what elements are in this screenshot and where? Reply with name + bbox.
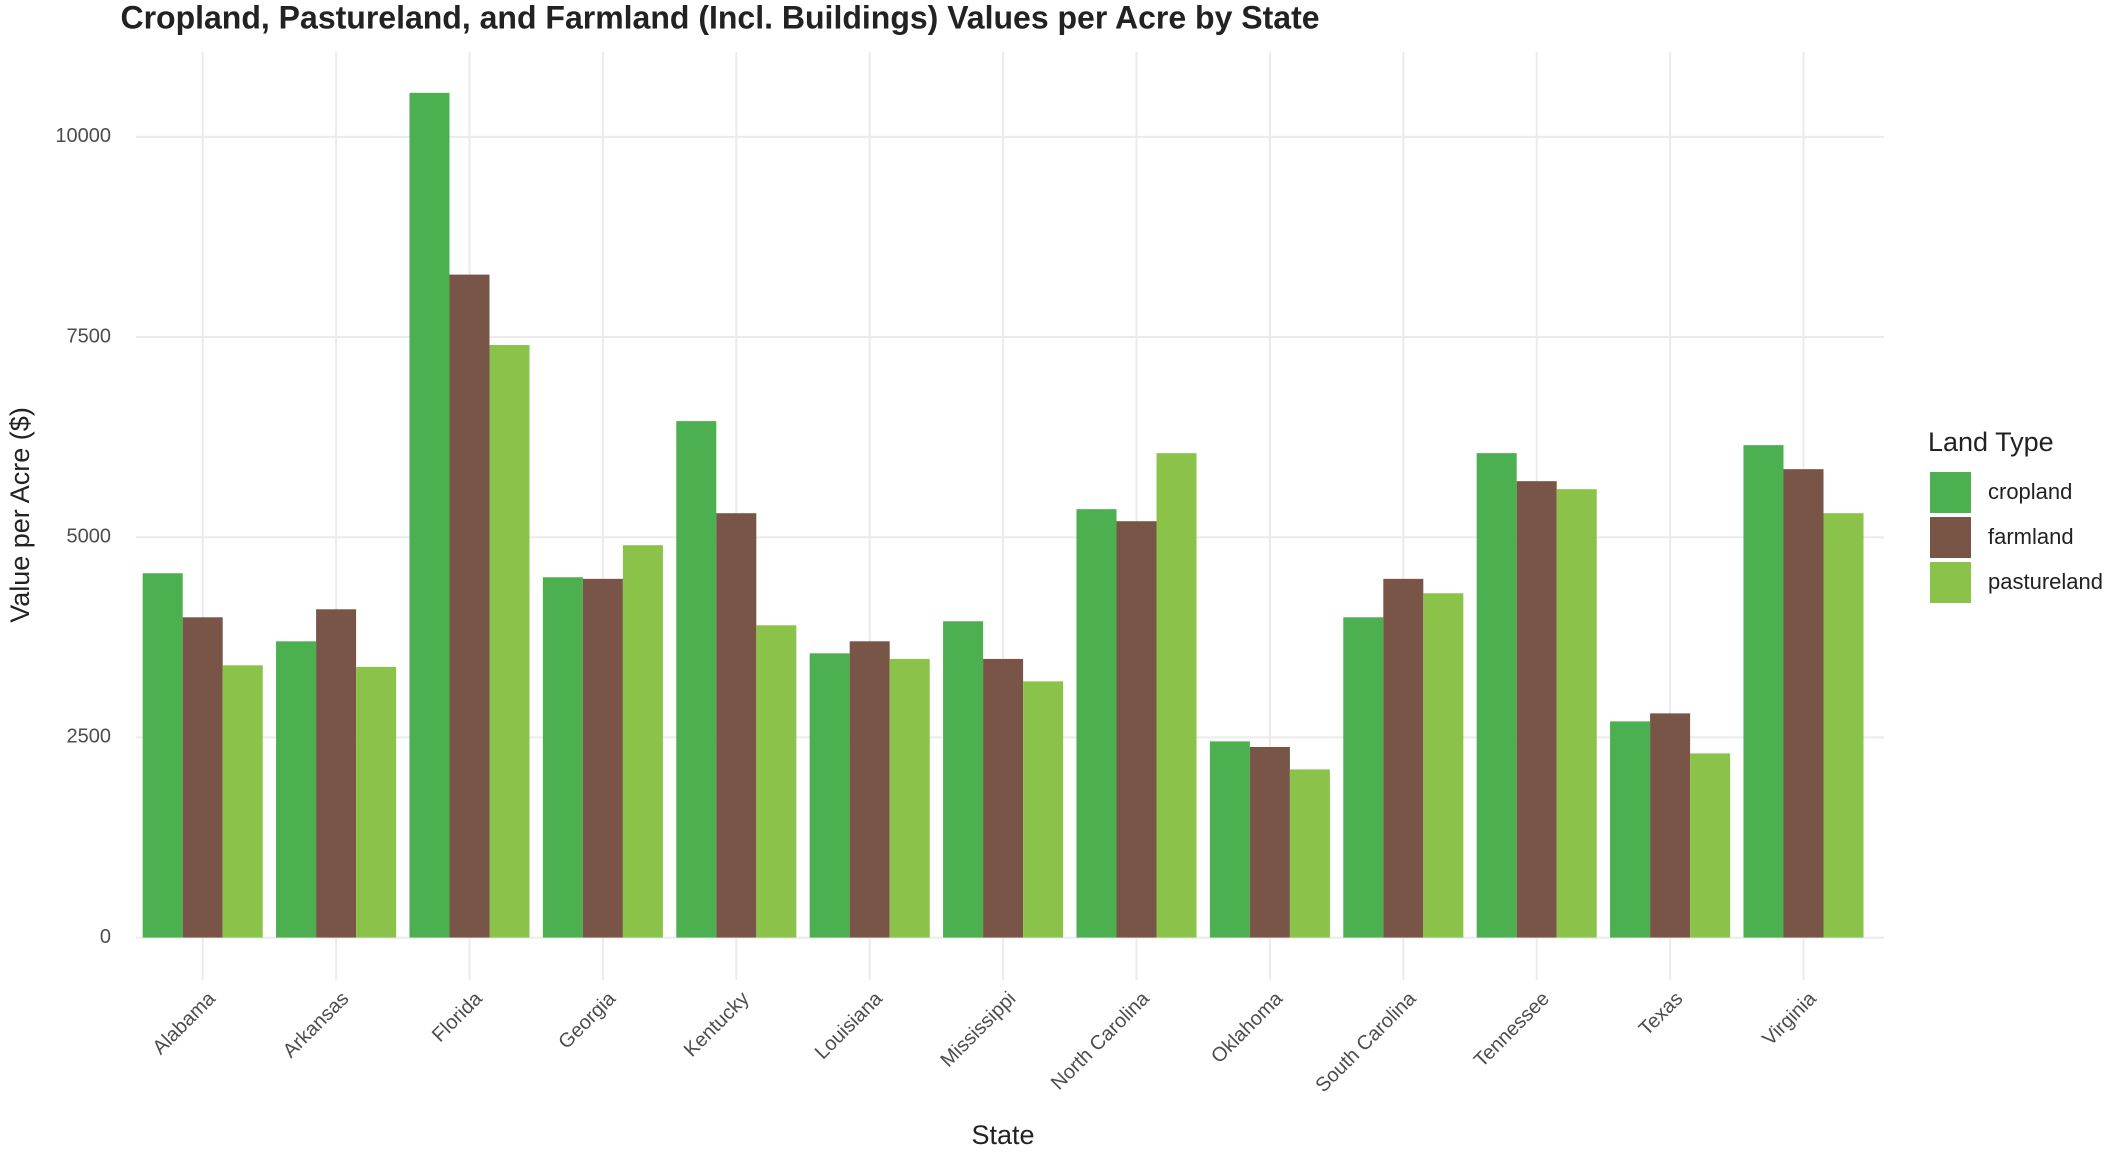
bar	[983, 658, 1024, 938]
bar	[142, 573, 183, 938]
bar	[1209, 741, 1250, 938]
y-tick-label: 7500	[67, 325, 112, 347]
bar	[1423, 593, 1464, 938]
bar	[542, 577, 583, 938]
y-tick-label: 5000	[67, 525, 112, 547]
bar	[356, 666, 397, 938]
bar	[943, 621, 984, 938]
bar	[809, 653, 850, 938]
x-tick-label: Mississippi	[936, 988, 1020, 1072]
x-tick-label: Georgia	[554, 987, 620, 1053]
bar	[1743, 445, 1784, 938]
bar	[276, 641, 317, 938]
bar	[889, 658, 930, 938]
x-tick-label: Florida	[428, 987, 487, 1046]
x-tick-label: North Carolina	[1047, 987, 1154, 1094]
bar	[756, 625, 797, 938]
y-tick-label: 10000	[55, 125, 111, 147]
bar	[1783, 469, 1824, 938]
x-tick-label: Arkansas	[279, 988, 354, 1063]
y-tick-label: 2500	[67, 726, 112, 748]
y-axis-title: Value per Acre ($)	[5, 407, 35, 623]
bar	[316, 609, 357, 938]
bar	[622, 545, 663, 938]
chart-title: Cropland, Pastureland, and Farmland (Inc…	[120, 0, 1319, 35]
x-tick-label: Kentucky	[680, 988, 754, 1062]
bar	[1116, 521, 1157, 938]
x-axis-title: State	[971, 1120, 1034, 1150]
y-tick-label: 0	[100, 926, 111, 948]
bar	[1156, 453, 1197, 938]
bar	[582, 578, 623, 938]
legend-swatch	[1930, 562, 1971, 603]
x-tick-label: Oklahoma	[1207, 987, 1288, 1068]
bar	[1610, 721, 1651, 938]
x-tick-label: Tennessee	[1470, 988, 1554, 1072]
legend-title: Land Type	[1928, 427, 2054, 457]
bar	[676, 421, 717, 938]
x-tick-label: Louisiana	[811, 987, 888, 1064]
bar	[1556, 489, 1597, 938]
bar	[182, 617, 223, 938]
bar	[1823, 513, 1864, 938]
bar	[849, 641, 890, 938]
bar	[1383, 578, 1424, 938]
x-tick-label: Virginia	[1758, 987, 1821, 1050]
bar	[409, 92, 450, 938]
x-tick-label: Texas	[1635, 988, 1688, 1041]
legend-label: farmland	[1988, 524, 2074, 549]
bar	[1690, 753, 1731, 938]
legend-label: pastureland	[1988, 569, 2103, 594]
x-tick-label: Alabama	[149, 987, 221, 1059]
bar	[1650, 713, 1691, 938]
bar	[1023, 681, 1064, 938]
bar	[1076, 509, 1117, 938]
bar	[716, 513, 757, 938]
bar	[222, 665, 263, 938]
legend-swatch	[1930, 517, 1971, 558]
bar	[1516, 481, 1557, 938]
bar	[449, 274, 490, 938]
bar	[1476, 453, 1517, 938]
bar	[1249, 746, 1290, 938]
bar	[1289, 769, 1330, 938]
legend-swatch	[1930, 472, 1971, 513]
bar	[489, 345, 530, 938]
legend-label: cropland	[1988, 479, 2072, 504]
x-tick-label: South Carolina	[1311, 987, 1421, 1097]
bar	[1343, 617, 1384, 938]
